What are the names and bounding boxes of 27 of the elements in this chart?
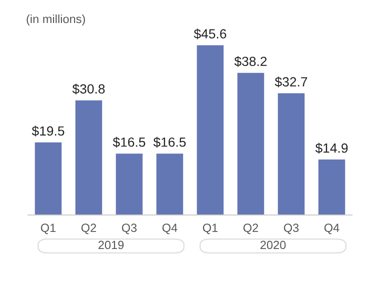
data-label: $16.5 bbox=[112, 136, 146, 148]
bar bbox=[318, 160, 346, 215]
data-label: $19.5 bbox=[32, 126, 64, 136]
data-label: $38.2 bbox=[234, 56, 267, 67]
x-tick-label: Q2 bbox=[81, 224, 96, 234]
data-label: $14.9 bbox=[315, 142, 348, 154]
data-label: $45.6 bbox=[194, 28, 226, 40]
bar bbox=[237, 72, 264, 215]
bar bbox=[34, 142, 62, 215]
x-tick-label: Q3 bbox=[122, 224, 137, 234]
chart-subtitle: (in millions) bbox=[26, 14, 85, 26]
data-label: $30.8 bbox=[72, 84, 105, 94]
x-tick-label: Q3 bbox=[284, 224, 299, 234]
bar bbox=[116, 154, 143, 215]
x-tick-label: Q2 bbox=[243, 224, 258, 234]
x-tick-label: Q1 bbox=[40, 224, 56, 234]
data-label: $16.5 bbox=[153, 136, 186, 148]
x-tick-label: Q1 bbox=[202, 224, 218, 234]
x-tick-label: Q4 bbox=[162, 224, 178, 234]
x-tick-label: Q4 bbox=[324, 224, 340, 234]
text: 2020 bbox=[260, 240, 286, 250]
bar bbox=[156, 154, 184, 215]
text: 2019 bbox=[98, 240, 124, 250]
bar bbox=[278, 93, 305, 215]
data-label: $32.7 bbox=[274, 76, 308, 88]
bar bbox=[75, 100, 102, 215]
bar bbox=[196, 45, 224, 215]
